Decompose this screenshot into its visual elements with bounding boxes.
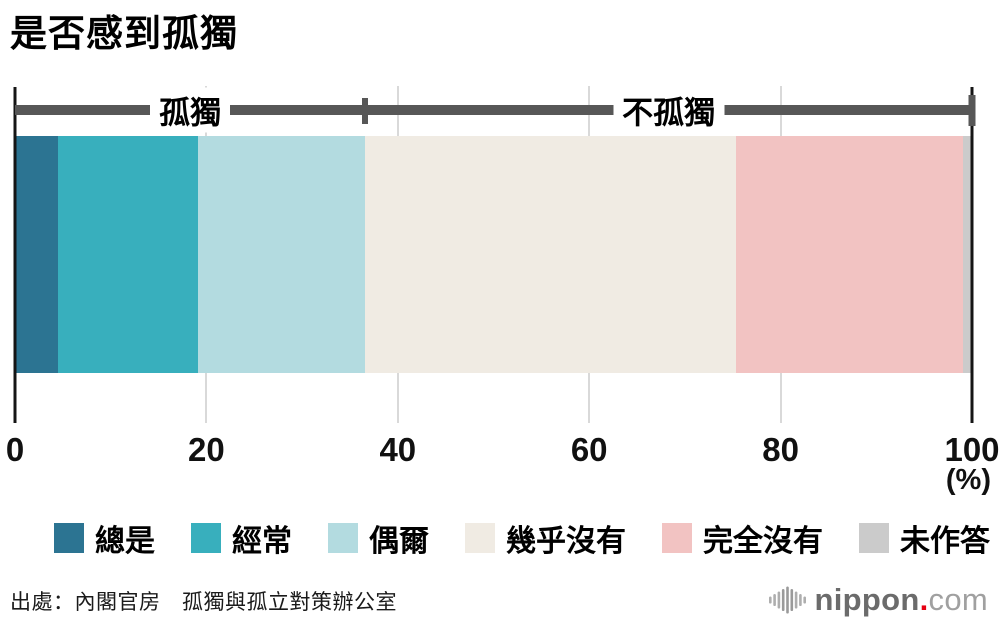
legend-label: 經常 [232,525,292,558]
x-tick-label: 80 [762,431,799,468]
bar-segment-4 [365,136,736,373]
bar-segment-5 [735,136,964,373]
legend-swatch [465,523,495,553]
legend-swatch [191,523,221,553]
x-tick-label: 20 [188,431,225,468]
logo-tld-text: com [928,582,988,617]
legend-swatch [328,523,358,553]
source-note: 出處：內閣官房 孤獨與孤立對策辦公室 [10,591,397,614]
bar-segment-6 [963,136,972,373]
chart-title: 是否感到孤獨 [10,13,238,54]
legend: 總是 經常 偶爾 幾乎沒有 完全沒有 未作答 [54,516,990,560]
axis-line [13,87,17,423]
axis-line [970,87,974,423]
legend-item: 完全沒有 [662,516,823,560]
legend-swatch [54,523,84,553]
axis-unit-label: (%) [945,464,991,496]
legend-item: 偶爾 [328,516,429,560]
legend-label: 幾乎沒有 [506,525,626,558]
x-tick-label: 40 [379,431,417,468]
legend-label: 未作答 [900,525,990,558]
x-tick-label: 0 [5,431,25,468]
bar-segment-1 [15,136,59,373]
x-tick-label: 100 [944,431,1000,468]
legend-label: 完全沒有 [703,525,823,558]
nippon-logo: nippon.com [768,582,988,618]
legend-item: 幾乎沒有 [465,516,626,560]
logo-brand-text: nippon [814,582,920,617]
bracket-divider-tick [362,98,369,124]
legend-swatch [859,523,889,553]
bracket-group-label: 孤獨 [150,87,231,133]
bracket-line [15,105,972,115]
legend-item: 未作答 [859,516,990,560]
legend-item: 總是 [54,516,155,560]
stacked-bar [15,136,972,373]
soundwave-icon [768,586,806,614]
bar-segment-2 [58,136,198,373]
logo-wordmark: nippon.com [815,582,988,618]
bracket-group-label: 不孤獨 [613,87,725,133]
legend-item: 經常 [191,516,292,560]
logo-dot: . [919,582,929,617]
legend-swatch [662,523,692,553]
legend-label: 總是 [95,525,155,558]
x-tick-label: 60 [570,431,608,468]
bracket-end-cap [968,95,976,126]
bar-segment-3 [197,136,366,373]
legend-label: 偶爾 [369,525,429,558]
